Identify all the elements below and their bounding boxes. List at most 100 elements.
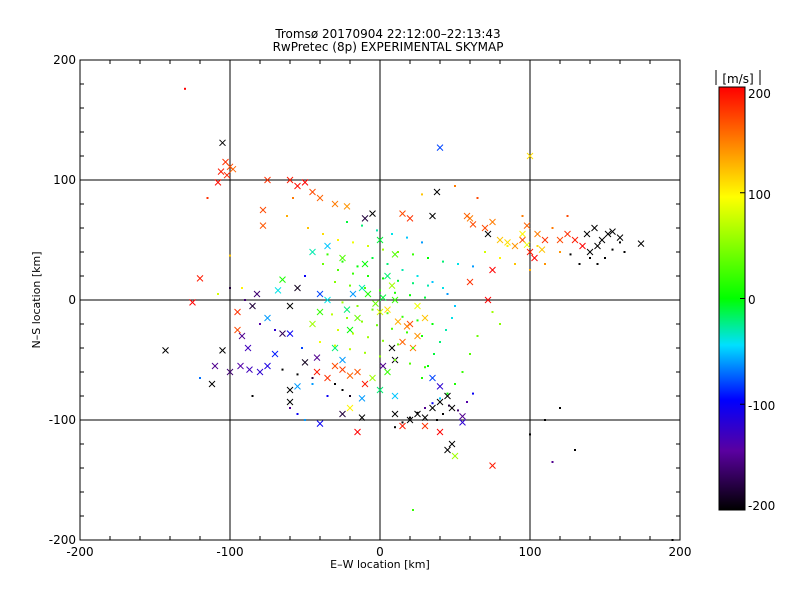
data-point-x [324,374,331,382]
data-point-x [399,210,406,217]
data-point-dot [446,293,449,295]
chart-title: Tromsø 20170904 22:12:00–22:13:43 [274,27,500,41]
data-point-x [519,230,526,238]
data-point-x [316,194,324,202]
data-point-x [414,410,421,418]
data-point-dot [445,329,447,331]
data-point-x [429,374,436,382]
data-point-x [253,290,261,298]
data-point-dot [379,289,381,292]
data-point-x [444,392,451,400]
data-point-x [369,210,376,217]
data-point-x [301,359,309,366]
data-point-x [433,188,441,196]
data-point-dot [334,281,336,283]
data-point-dot [292,197,294,199]
data-point-dot [529,433,531,436]
data-point-dot [386,312,389,315]
y-tick-label: -200 [49,533,76,547]
data-point-dot [244,299,246,301]
data-point-x [388,344,396,352]
data-point-x [541,236,549,244]
data-point-dot [431,323,434,325]
data-point-x [594,242,601,250]
data-point-dot [409,294,411,297]
data-point-x [343,306,351,313]
data-point-x [331,362,339,370]
data-point-x [384,368,391,376]
data-point-x [324,296,331,304]
data-point-dot [421,241,423,244]
data-point-x [286,302,294,310]
data-point-dot [412,347,414,349]
data-point-dot [394,359,396,361]
data-point-dot [289,407,291,409]
data-point-dot [442,260,444,263]
data-point-dot [352,241,354,244]
data-point-x [219,139,226,147]
x-tick-label: 0 [376,545,384,559]
data-point-dot [671,539,674,541]
data-point-x [223,171,231,179]
data-point-dot [349,348,351,351]
data-point-dot [311,377,314,379]
data-point-x [466,278,474,286]
data-point-x [214,179,222,186]
data-point-dot [623,251,626,253]
data-point-x [346,404,354,412]
data-point-x [264,176,271,184]
data-point-x [451,452,459,460]
data-point-dot [311,383,314,385]
data-point-x [531,254,538,262]
data-point-x [246,366,253,373]
y-tick-label: -100 [49,413,76,427]
data-point-x [316,290,324,298]
data-point-dot [427,365,429,367]
chart-subtitle: RwPretec (8p) EXPERIMENTAL SKYMAP [273,40,504,54]
data-point-x [444,446,451,454]
data-point-x [376,386,384,394]
data-point-dot [431,402,434,405]
data-point-x [264,362,271,370]
data-point-x [586,248,594,256]
data-point-dot [352,332,354,335]
data-point-dot [337,269,339,271]
data-point-dot [334,383,336,385]
data-point-x [294,383,301,390]
data-point-dot [259,323,261,325]
data-point-dot [371,257,374,259]
data-point-dot [442,413,444,415]
y-axis-label: N–S location [km] [30,251,43,348]
data-point-dot [412,282,414,285]
data-point-dot [559,251,561,253]
data-point-dot [397,343,399,346]
data-point-dot [454,383,456,385]
data-point-dot [394,291,396,294]
data-point-x [274,287,282,294]
data-point-x [463,212,471,220]
data-point-dot [472,392,474,395]
data-point-x [598,236,606,244]
y-tick-label: 100 [53,173,76,187]
data-point-dot [559,407,561,409]
data-point-x [436,144,444,151]
data-point-dot [367,245,369,247]
data-point-dot [406,331,408,334]
data-point-dot [337,239,339,241]
data-point-dot [319,341,321,343]
data-point-x [421,414,429,421]
data-point-x [511,242,519,250]
data-point-dot [367,336,369,339]
data-point-dot [424,296,426,299]
data-point-x [429,404,436,412]
data-point-x [286,386,294,394]
data-point-x [309,188,316,196]
data-point-dot [454,185,456,187]
data-point-x [343,203,351,210]
data-point-x [406,416,414,424]
data-point-dot [394,426,396,429]
data-point-x [399,338,406,346]
data-point-dot [331,313,333,316]
data-point-x [354,368,361,376]
data-point-x [609,228,616,235]
